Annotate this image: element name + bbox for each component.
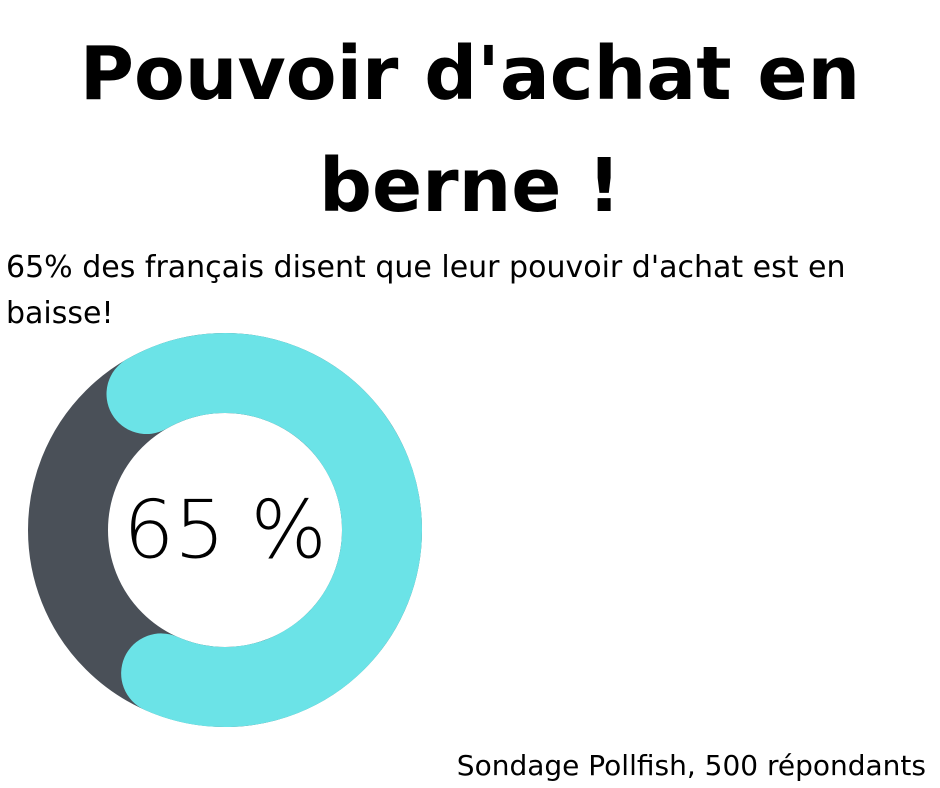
subtitle: 65% des français disent que leur pouvoir…	[6, 250, 846, 331]
donut-center-label: 65 %	[123, 484, 326, 577]
page-title: Pouvoir d'achat en berne !	[79, 31, 861, 229]
donut-chart: 65 %	[28, 333, 422, 727]
source-note: Sondage Pollfish, 500 répondants	[456, 749, 926, 782]
donut-arc-65	[106, 333, 422, 727]
